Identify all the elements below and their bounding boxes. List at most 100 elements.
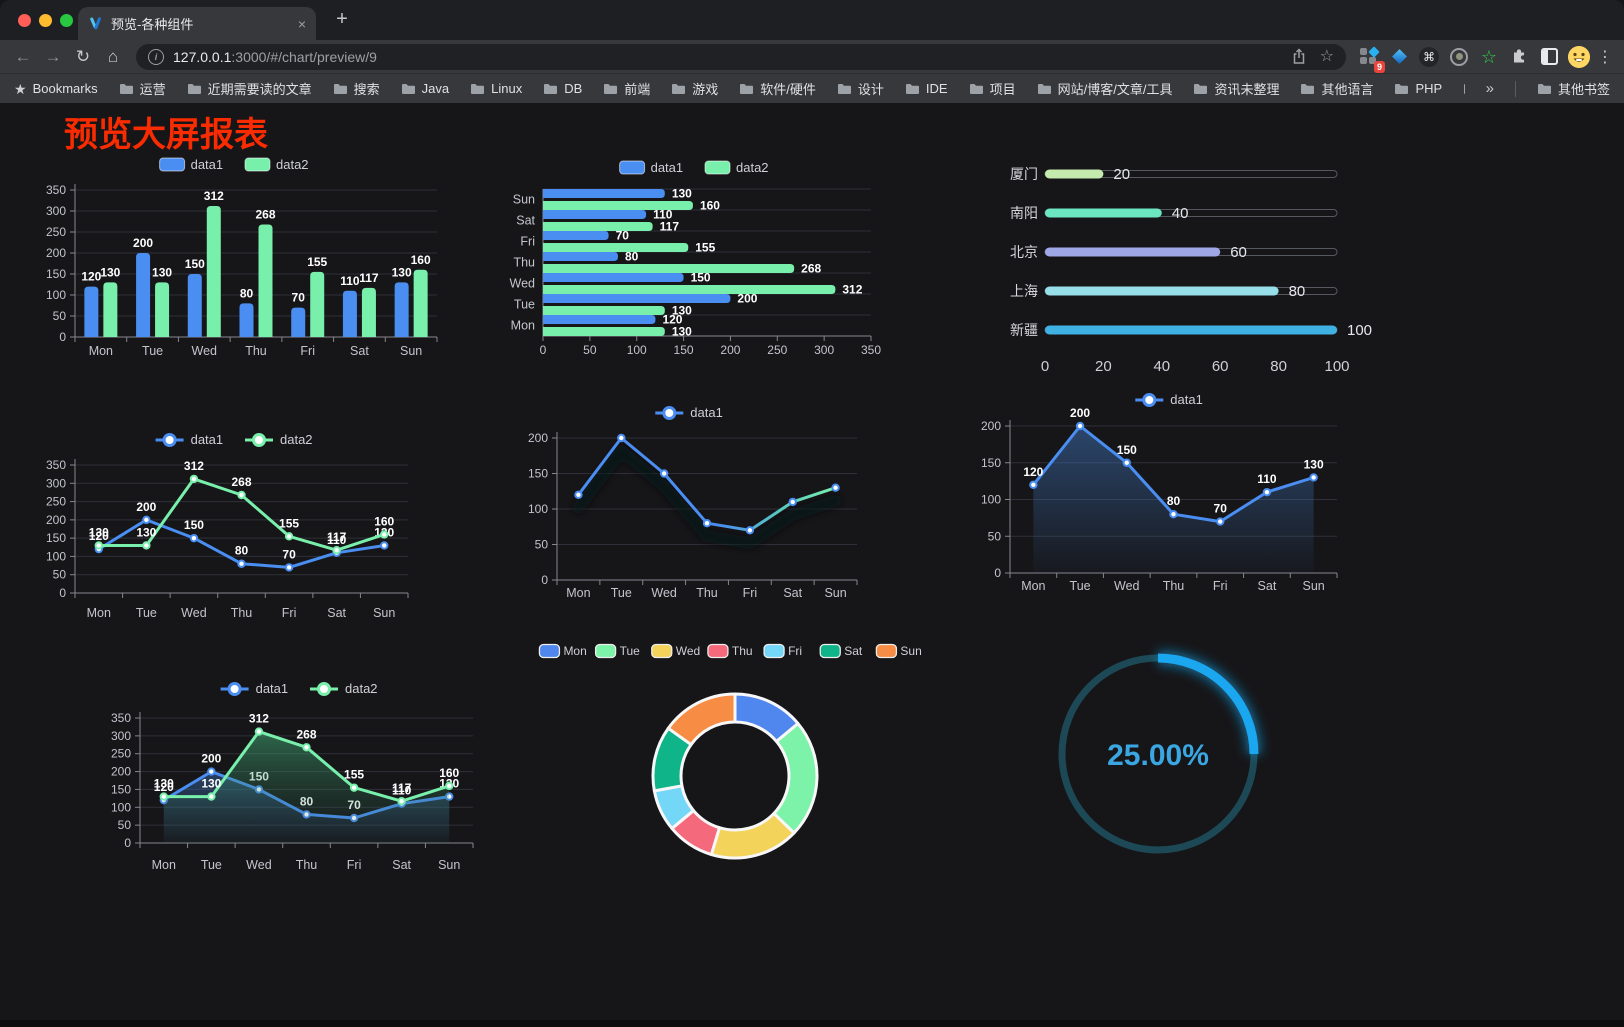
bookmark-folder[interactable]: 运营 (119, 79, 166, 98)
bookmark-folder[interactable]: 其他语言 (1300, 79, 1373, 98)
extension-badge: 9 (1373, 60, 1385, 73)
bookmark-star-icon[interactable]: ☆ (1319, 47, 1334, 65)
minimize-window-button[interactable] (39, 14, 52, 27)
svg-text:150: 150 (184, 518, 204, 532)
svg-text:Sun: Sun (373, 606, 395, 620)
forward-button[interactable]: → (44, 46, 62, 66)
svg-text:150: 150 (981, 456, 1001, 470)
svg-text:70: 70 (292, 291, 306, 305)
bookmark-folder[interactable]: 游戏 (671, 79, 718, 98)
browser-toolbar: ← → ↻ ⌂ i 127.0.0.1:3000/#/chart/preview… (0, 40, 1624, 73)
bookmark-folder[interactable]: 文件服务器 (1463, 79, 1465, 98)
svg-text:155: 155 (695, 241, 715, 255)
svg-text:20: 20 (1095, 358, 1112, 375)
svg-text:155: 155 (279, 516, 299, 530)
bookmark-folder[interactable]: PHP (1394, 81, 1442, 96)
folder-icon (544, 83, 558, 94)
gradient-line-chart[interactable]: 0 50 100 150 200 Mon Tue Wed Thu Fri Sat Sun data1 (500, 398, 900, 623)
svg-text:data1: data1 (690, 405, 723, 420)
svg-text:Tue: Tue (620, 644, 641, 658)
svg-text:Sun: Sun (513, 193, 535, 207)
bookmarks-root[interactable]: ★ Bookmarks (14, 81, 98, 96)
bookmark-folder[interactable]: 项目 (969, 79, 1016, 98)
bookmark-folder[interactable]: 近期需要读的文章 (187, 79, 312, 98)
gauge-chart[interactable]: 25.00% (1040, 633, 1285, 883)
home-button[interactable]: ⌂ (107, 46, 119, 66)
bookmark-folder[interactable]: DB (543, 81, 582, 96)
extensions-puzzle-icon[interactable] (1506, 44, 1532, 70)
page-info-icon[interactable]: i (148, 48, 164, 65)
svg-text:200: 200 (111, 765, 131, 779)
svg-text:130: 130 (152, 265, 172, 279)
share-icon[interactable] (1292, 48, 1306, 65)
svg-text:300: 300 (46, 476, 66, 490)
svg-text:312: 312 (842, 283, 862, 297)
page-title: 预览大屏报表 (64, 116, 268, 154)
svg-text:120: 120 (662, 313, 682, 327)
grouped-bar-chart[interactable]: 0 50 100 150 200 250 300 350 Mon Tue Wed Thu Fri Sat S… (30, 150, 460, 375)
new-tab-button[interactable]: + (336, 8, 348, 30)
multi-area-line-chart[interactable]: 0 50 100 150 200 250 300 350 Mon Tue Wed Thu Fri Sat S… (95, 672, 525, 892)
bookmark-folder[interactable]: 前端 (603, 79, 650, 98)
svg-text:Tue: Tue (611, 586, 632, 600)
svg-text:70: 70 (616, 229, 630, 243)
address-bar[interactable]: i 127.0.0.1:3000/#/chart/preview/9 ☆ (136, 43, 1346, 70)
svg-text:350: 350 (861, 343, 881, 357)
other-bookmarks-folder[interactable]: 其他书签 (1537, 79, 1610, 98)
svg-text:data1: data1 (256, 681, 289, 696)
svg-text:100: 100 (46, 549, 66, 563)
multi-line-chart[interactable]: 0 50 100 150 200 250 300 350 Mon Tue Wed Thu Fri Sat S… (30, 425, 460, 643)
svg-text:Mon: Mon (89, 344, 113, 358)
svg-text:160: 160 (439, 766, 459, 780)
donut-chart[interactable]: Mon Tue Wed Thu Fri Sat Sun (538, 636, 934, 908)
bookmark-folder[interactable]: 设计 (837, 79, 884, 98)
svg-text:130: 130 (392, 265, 412, 279)
extension-command-icon[interactable]: ⌘ (1416, 44, 1442, 70)
svg-text:Thu: Thu (1163, 579, 1185, 593)
browser-tab[interactable]: 预览-各种组件 × (78, 7, 316, 40)
extension-grid-icon[interactable]: 9 (1356, 44, 1385, 73)
bookmark-folder[interactable]: Linux (470, 81, 522, 96)
bookmarks-overflow-chevron[interactable]: » (1485, 80, 1494, 97)
extension-diamond-icon[interactable] (1386, 44, 1412, 70)
bookmark-folder[interactable]: 搜索 (333, 79, 380, 98)
back-button[interactable]: ← (14, 46, 32, 66)
reading-mode-icon[interactable] (1536, 44, 1562, 70)
svg-text:150: 150 (46, 531, 66, 545)
svg-text:新疆: 新疆 (1010, 322, 1038, 338)
capsule-progress-chart[interactable]: 厦门 20 南阳 40 北京 60 上海 80 新疆 100 0 20 40 60 80 100 (990, 153, 1390, 383)
svg-text:Sat: Sat (783, 586, 802, 600)
svg-text:300: 300 (814, 343, 834, 357)
area-line-chart[interactable]: 0 50 100 150 200 Mon Tue Wed Thu Fri Sat Sun 120 200 1… (975, 388, 1385, 603)
zoom-window-button[interactable] (60, 14, 73, 27)
svg-text:Thu: Thu (513, 256, 535, 270)
bookmark-folder[interactable]: IDE (905, 81, 948, 96)
svg-text:0: 0 (1041, 358, 1049, 375)
svg-text:150: 150 (674, 343, 694, 357)
reload-button[interactable]: ↻ (75, 46, 91, 66)
extension-green-star-icon[interactable]: ☆ (1480, 46, 1498, 67)
svg-text:300: 300 (111, 729, 131, 743)
tab-close-button[interactable]: × (297, 15, 306, 32)
close-window-button[interactable] (18, 14, 31, 27)
svg-text:200: 200 (981, 419, 1001, 433)
bookmark-folder[interactable]: 资讯未整理 (1193, 79, 1279, 98)
other-bookmarks-label: 其他书签 (1557, 82, 1610, 97)
bookmark-folder[interactable]: 网站/博客/文章/工具 (1037, 79, 1172, 98)
svg-text:110: 110 (1257, 472, 1277, 486)
bookmark-folder[interactable]: Java (401, 81, 449, 96)
profile-avatar[interactable] (1566, 44, 1592, 70)
extension-record-icon[interactable] (1446, 44, 1472, 70)
svg-text:117: 117 (392, 781, 412, 795)
browser-menu-button[interactable]: ⋮ (1597, 48, 1613, 66)
svg-text:Wed: Wed (181, 606, 207, 620)
folder-icon (1301, 83, 1315, 94)
svg-text:Fri: Fri (282, 606, 297, 620)
folder-icon (604, 83, 618, 94)
folder-icon (119, 83, 133, 94)
bookmark-folder[interactable]: 软件/硬件 (739, 79, 816, 98)
svg-text:80: 80 (240, 286, 254, 300)
folder-icon (333, 83, 347, 94)
svg-text:268: 268 (801, 262, 821, 276)
